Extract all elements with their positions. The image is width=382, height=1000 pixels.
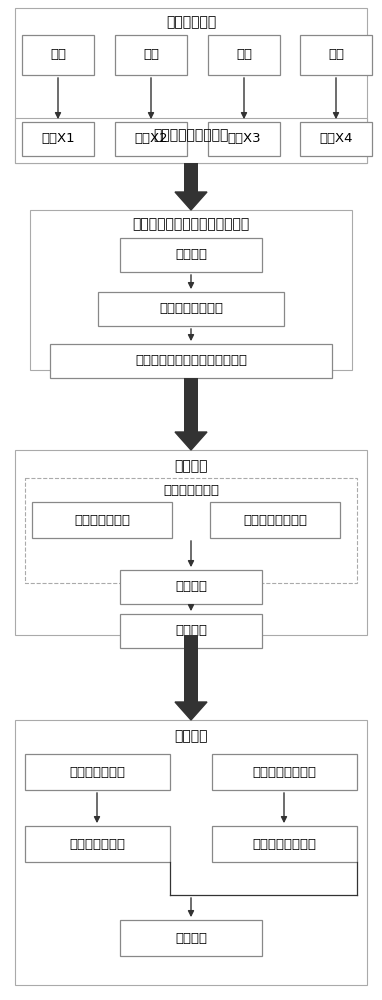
Text: 误差异常值验证: 误差异常值验证 bbox=[70, 838, 126, 850]
Bar bbox=[300, 35, 372, 75]
Bar bbox=[98, 292, 284, 326]
Bar bbox=[120, 614, 262, 648]
Text: 流量: 流量 bbox=[50, 48, 66, 62]
Bar bbox=[300, 122, 372, 156]
Bar bbox=[22, 35, 94, 75]
Bar bbox=[184, 635, 198, 702]
Text: 压力: 压力 bbox=[236, 48, 252, 62]
Text: 依据检测函数判断是否为异常点: 依据检测函数判断是否为异常点 bbox=[135, 355, 247, 367]
Bar bbox=[25, 754, 170, 790]
Bar bbox=[25, 826, 170, 862]
Bar bbox=[184, 378, 198, 432]
Text: 可恢复性异常点: 可恢复性异常点 bbox=[74, 514, 130, 526]
Bar bbox=[15, 8, 367, 163]
Bar bbox=[208, 35, 280, 75]
Text: 可恢复性异常点: 可恢复性异常点 bbox=[70, 766, 126, 778]
Text: 液位: 液位 bbox=[328, 48, 344, 62]
Bar bbox=[50, 344, 332, 378]
Polygon shape bbox=[175, 432, 207, 450]
Bar bbox=[208, 122, 280, 156]
Text: 集合X2: 集合X2 bbox=[134, 132, 168, 145]
Bar bbox=[15, 118, 367, 163]
Bar bbox=[22, 122, 94, 156]
Text: 不可恢复性异常点: 不可恢复性异常点 bbox=[253, 766, 317, 778]
Text: 特征空间建模分析: 特征空间建模分析 bbox=[159, 302, 223, 316]
Bar bbox=[115, 122, 187, 156]
Bar bbox=[120, 920, 262, 956]
Polygon shape bbox=[175, 192, 207, 210]
Text: 验证结果: 验证结果 bbox=[175, 932, 207, 944]
Bar bbox=[212, 826, 357, 862]
Bar bbox=[210, 502, 340, 538]
Text: 报警警示: 报警警示 bbox=[175, 580, 207, 593]
Bar bbox=[32, 502, 172, 538]
Text: 温度: 温度 bbox=[143, 48, 159, 62]
Bar bbox=[15, 720, 367, 985]
Text: 集合X1: 集合X1 bbox=[41, 132, 75, 145]
Bar bbox=[30, 210, 352, 370]
Bar bbox=[212, 754, 357, 790]
Text: 异常验证: 异常验证 bbox=[174, 729, 208, 743]
Text: 检定装置检定验证: 检定装置检定验证 bbox=[253, 838, 317, 850]
Text: 基于特征参数的异常点检测模型: 基于特征参数的异常点检测模型 bbox=[133, 217, 249, 231]
Bar bbox=[15, 450, 367, 635]
Text: 不可恢复性异常点: 不可恢复性异常点 bbox=[243, 514, 307, 526]
Text: 集合X3: 集合X3 bbox=[227, 132, 261, 145]
Bar bbox=[115, 35, 187, 75]
Text: 预防维修: 预防维修 bbox=[175, 624, 207, 638]
Text: 集合X4: 集合X4 bbox=[319, 132, 353, 145]
Bar bbox=[184, 163, 198, 192]
Bar bbox=[25, 478, 357, 583]
Text: 异常点统计分类: 异常点统计分类 bbox=[163, 485, 219, 497]
Text: 过程监控数据预处理: 过程监控数据预处理 bbox=[153, 128, 229, 142]
Text: 异常处理: 异常处理 bbox=[174, 459, 208, 473]
Bar bbox=[120, 238, 262, 272]
Text: 在线监测数据: 在线监测数据 bbox=[166, 15, 216, 29]
Text: 特征提取: 特征提取 bbox=[175, 248, 207, 261]
Bar bbox=[120, 570, 262, 604]
Polygon shape bbox=[175, 702, 207, 720]
